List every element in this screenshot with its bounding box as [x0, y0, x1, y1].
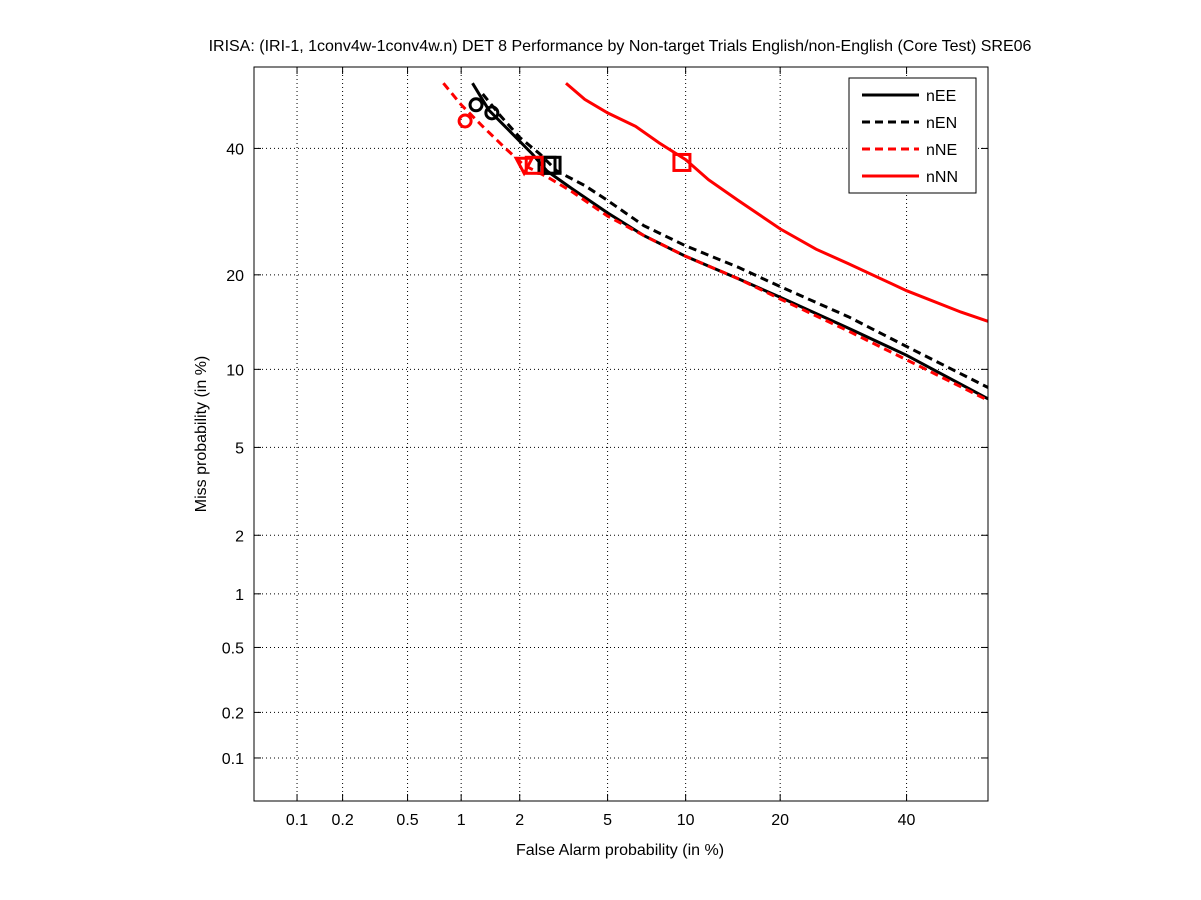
y-tick-label: 40	[226, 141, 244, 158]
marker-square-nNE	[524, 155, 544, 175]
legend: nEE nEN nNE nNN	[848, 77, 977, 194]
y-tick-label: 20	[226, 268, 244, 285]
legend-label-nEN: nEN	[926, 115, 957, 132]
marker-square-nEN	[542, 155, 562, 175]
x-tick-label: 40	[898, 812, 916, 829]
curve-nNE	[442, 82, 989, 402]
x-tick-label: 2	[515, 812, 524, 829]
curve-nEN	[481, 93, 989, 389]
marker-circle-nNE	[457, 113, 473, 129]
x-tick-label: 0.5	[396, 812, 418, 829]
curves	[442, 82, 989, 402]
marker-circle-nEN	[484, 105, 500, 121]
curve-nEE	[471, 82, 989, 401]
x-tick-label: 1	[457, 812, 466, 829]
legend-label-nNN: nNN	[926, 169, 958, 186]
y-tick-label: 0.5	[222, 640, 244, 657]
x-tick-label: 5	[603, 812, 612, 829]
chart-title: IRISA: (IRI-1, 1conv4w-1conv4w.n) DET 8 …	[209, 38, 1032, 55]
x-axis-label: False Alarm probability (in %)	[516, 842, 724, 859]
curve-markers	[457, 97, 692, 177]
y-tick-label: 1	[235, 587, 244, 604]
y-axis-label: Miss probability (in %)	[193, 356, 210, 512]
y-tick-label: 5	[235, 440, 244, 457]
y-tick-label: 0.1	[222, 751, 244, 768]
x-tick-label: 0.1	[286, 812, 308, 829]
y-tick-label: 10	[226, 362, 244, 379]
x-tick-label: 20	[771, 812, 789, 829]
legend-label-nEE: nEE	[926, 88, 956, 105]
plot-frame	[253, 66, 989, 802]
y-tick-label: 2	[235, 528, 244, 545]
marker-triangle-nNE	[513, 156, 535, 177]
x-tick-label: 0.2	[331, 812, 353, 829]
legend-label-nNE: nNE	[926, 142, 957, 159]
marker-circle-nEE	[468, 97, 484, 113]
x-tick-label: 10	[677, 812, 695, 829]
y-tick-label: 0.2	[222, 705, 244, 722]
y-axis-ticks: 0.1 0.2 0.5 1 2 5 10 20 40	[222, 141, 988, 768]
curve-nNN	[565, 82, 989, 323]
x-axis-ticks: 0.1 0.2 0.5 1 2 5 10 20 40	[286, 67, 916, 829]
marker-square-nNN	[672, 152, 692, 172]
legend-box	[848, 77, 977, 194]
